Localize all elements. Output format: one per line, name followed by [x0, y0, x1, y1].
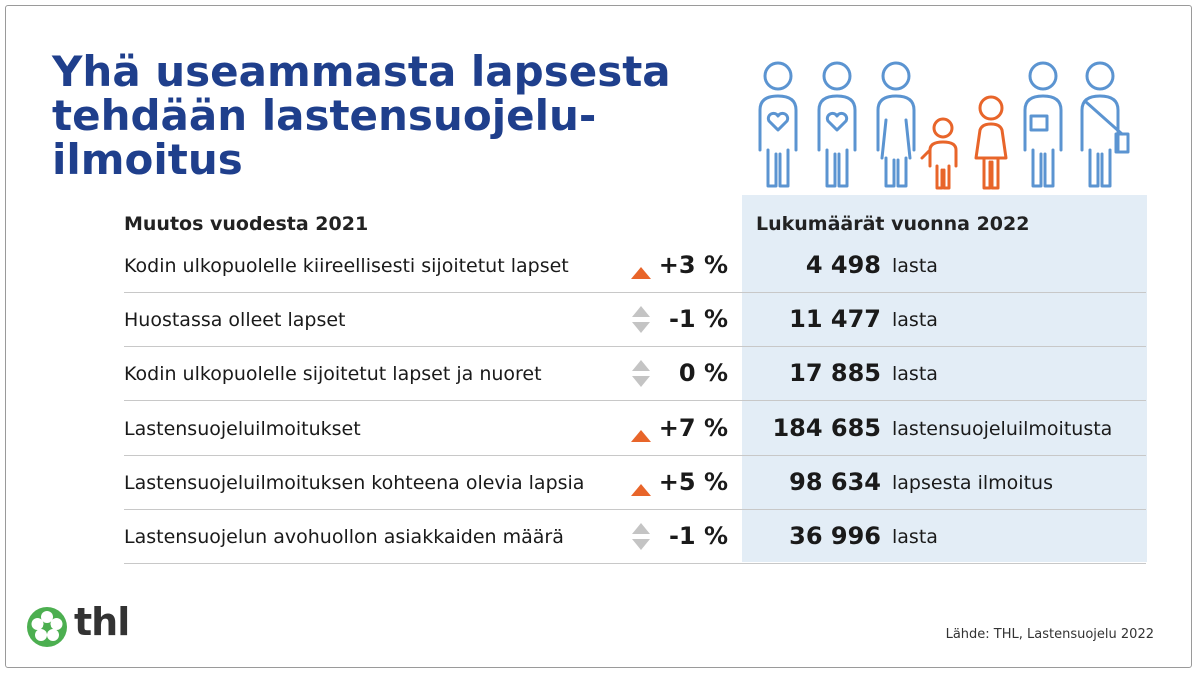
count-value: 36 996 — [789, 522, 881, 550]
title-line: ilmoitus — [52, 135, 243, 184]
page-title: Yhä useammasta lapsesta tehdään lastensu… — [52, 50, 692, 182]
change-value: +3 % — [658, 251, 728, 279]
count-unit: lasta — [892, 309, 938, 332]
row-divider — [124, 454, 1146, 456]
row-divider — [124, 292, 1146, 293]
row-label: Kodin ulkopuolelle sijoitetut lapset ja … — [124, 363, 542, 386]
up-arrow-icon — [631, 429, 651, 442]
row-label: Kodin ulkopuolelle kiireellisesti sijoit… — [124, 255, 569, 277]
up-arrow-icon — [631, 483, 651, 496]
table-row: Lastensuojelun avohuollon asiakkaiden mä… — [124, 510, 1146, 564]
table-row: Kodin ulkopuolelle sijoitetut lapset ja … — [124, 347, 1146, 402]
table-row: Lastensuojeluilmoituksen kohteena olevia… — [124, 456, 1146, 510]
count-value: 98 634 — [789, 467, 881, 496]
change-value: +5 % — [658, 467, 728, 496]
neutral-arrows-icon — [632, 306, 650, 334]
row-label: Lastensuojeluilmoituksen kohteena olevia… — [124, 471, 585, 494]
source-note: Lähde: THL, Lastensuojelu 2022 — [945, 627, 1154, 642]
row-divider — [124, 508, 1146, 510]
row-label: Lastensuojeluilmoitukset — [124, 417, 361, 440]
counts-panel — [742, 195, 1147, 562]
count-value: 184 685 — [772, 413, 881, 442]
row-divider — [124, 346, 1146, 348]
count-unit: lastensuojeluilmoitusta — [892, 417, 1113, 440]
table-row: Huostassa olleet lapset -1 % 11 477 lasta — [124, 293, 1146, 348]
count-unit: lasta — [892, 526, 938, 548]
count-unit: lasta — [892, 255, 938, 277]
neutral-arrows-icon — [632, 360, 650, 388]
thl-flower-logo-icon — [27, 607, 67, 647]
count-value: 4 498 — [805, 251, 881, 279]
count-unit: lasta — [892, 363, 938, 386]
row-label: Huostassa olleet lapset — [124, 309, 346, 332]
count-value: 11 477 — [789, 305, 881, 334]
up-arrow-icon — [631, 267, 651, 279]
change-value: +7 % — [658, 413, 728, 442]
row-label: Lastensuojelun avohuollon asiakkaiden mä… — [124, 526, 564, 548]
neutral-arrows-icon — [632, 523, 650, 550]
family-figures-icon — [758, 61, 1130, 190]
change-column-header: Muutos vuodesta 2021 — [124, 213, 369, 235]
title-line: Yhä useammasta lapsesta — [52, 47, 671, 96]
change-value: -1 % — [668, 522, 728, 550]
count-unit: lapsesta ilmoitus — [892, 471, 1053, 494]
change-value: -1 % — [668, 305, 728, 334]
logo-text: thl — [74, 600, 130, 644]
count-value: 17 885 — [789, 359, 881, 388]
change-value: 0 % — [678, 359, 728, 388]
table-row: Kodin ulkopuolelle kiireellisesti sijoit… — [124, 239, 1146, 293]
row-divider — [124, 563, 1146, 564]
table-row: Lastensuojeluilmoitukset +7 % 184 685 laste… — [124, 402, 1146, 456]
count-column-header: Lukumäärät vuonna 2022 — [756, 213, 1030, 235]
card-frame — [5, 5, 1192, 668]
row-divider — [124, 400, 1146, 402]
title-line: tehdään lastensuojelu- — [52, 91, 597, 140]
